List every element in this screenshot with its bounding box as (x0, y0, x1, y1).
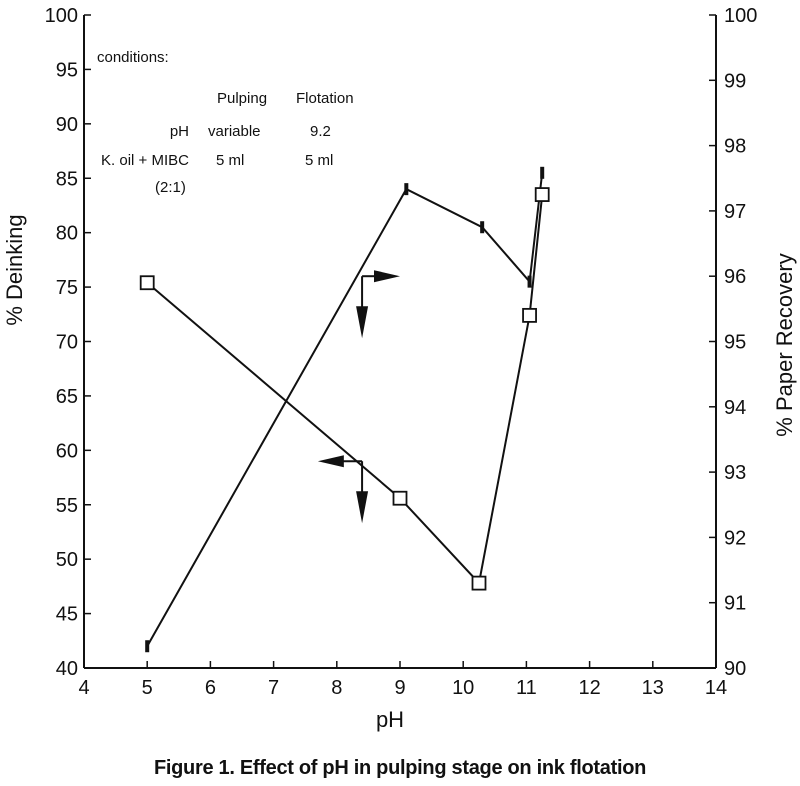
deinking-point (145, 640, 150, 653)
y-tick-label: 70 (56, 332, 78, 354)
conditions-col-flotation: Flotation (296, 90, 354, 107)
arrow-head (356, 306, 369, 339)
conditions-heading: conditions: (97, 49, 169, 66)
left-axis-arrow (317, 455, 369, 524)
arrow-head (374, 270, 400, 283)
x-axis-title: pH (376, 707, 404, 732)
y-tick-label: 85 (56, 168, 78, 190)
arrow-head (317, 455, 344, 468)
conditions-row2-label-sub: (2:1) (155, 179, 186, 196)
y2-tick-label: 100 (724, 5, 757, 27)
paper-recovery-line (146, 194, 544, 586)
right-axis-title: % Paper Recovery (772, 253, 797, 436)
x-tick-label: 13 (642, 677, 664, 699)
series-layer (139, 166, 550, 653)
paper-recovery-point (139, 275, 155, 291)
axes (83, 15, 717, 669)
right-axis-arrow (356, 270, 400, 339)
paper-recovery-point (534, 187, 550, 202)
x-tick-label: 4 (78, 677, 89, 699)
y2-tick-label: 92 (724, 527, 746, 549)
deinking-point (404, 183, 409, 196)
conditions-row2-label: K. oil + MIBC (101, 152, 189, 169)
paper-recovery-point (522, 307, 537, 323)
conditions-row1-flotation: 9.2 (310, 123, 331, 140)
x-tick-label: 6 (205, 677, 216, 699)
y2-tick-label: 91 (724, 593, 746, 615)
y-tick-label: 75 (56, 277, 78, 299)
y2-tick-label: 94 (724, 397, 746, 419)
x-tick-label: 9 (394, 677, 405, 699)
y-tick-label: 60 (56, 440, 78, 462)
conditions-col-pulping: Pulping (217, 90, 267, 107)
y-tick-label: 40 (56, 658, 78, 680)
conditions-row2-pulping: 5 ml (216, 152, 244, 169)
annotation-layer (317, 270, 400, 524)
x-tick-label: 8 (331, 677, 342, 699)
paper-recovery-point (471, 575, 487, 591)
y2-tick-label: 93 (724, 462, 746, 484)
conditions-row1-label: pH (170, 123, 189, 140)
x-tick-label: 7 (268, 677, 279, 699)
deinking-point (527, 275, 532, 288)
y2-tick-label: 99 (724, 70, 746, 92)
y-tick-label: 90 (56, 114, 78, 136)
figure-caption: Figure 1. Effect of pH in pulping stage … (153, 757, 647, 779)
y-tick-label: 80 (56, 223, 78, 245)
ticks: 4 5 6 7 8 9 10 11 12 13 14404550556065707580859095… (45, 5, 758, 699)
arrow-head (356, 491, 369, 524)
y-tick-label: 55 (56, 495, 78, 517)
conditions-row2-flotation: 5 ml (305, 152, 333, 169)
x-tick-label: 12 (578, 677, 600, 699)
y-tick-label: 100 (45, 5, 78, 27)
conditions-block: conditions: Pulping Flotation pH variabl… (97, 49, 354, 196)
y2-tick-label: 98 (724, 136, 746, 158)
y2-tick-label: 95 (724, 332, 746, 354)
paper-recovery-point (392, 490, 408, 506)
x-tick-label: 10 (452, 677, 474, 699)
x-tick-label: 11 (516, 677, 537, 699)
y-tick-label: 95 (56, 59, 78, 81)
x-tick-label: 5 (142, 677, 153, 699)
y-tick-label: 50 (56, 549, 78, 571)
y2-tick-label: 90 (724, 658, 746, 680)
deinking-point (540, 166, 545, 179)
y-tick-label: 65 (56, 386, 78, 408)
deinking-point (480, 221, 485, 234)
left-axis-title: % Deinking (2, 214, 27, 325)
x-tick-label: 14 (705, 677, 727, 699)
y-tick-label: 45 (56, 604, 78, 626)
y2-tick-label: 97 (724, 201, 746, 223)
deinking-line (146, 172, 544, 647)
y2-tick-label: 96 (724, 266, 746, 288)
conditions-row1-pulping: variable (208, 123, 261, 140)
